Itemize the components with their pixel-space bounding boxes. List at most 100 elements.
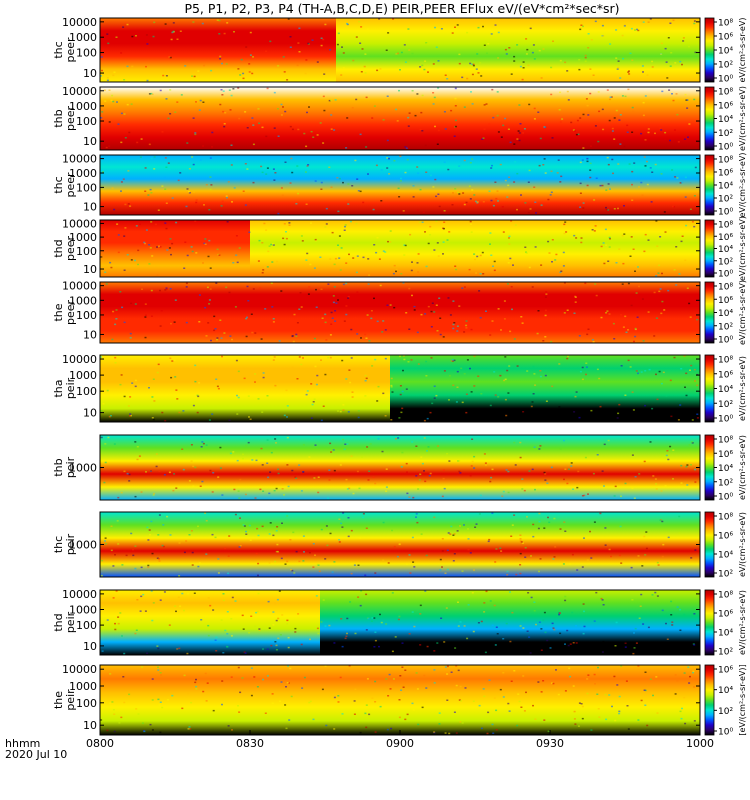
panel-ylabel-probe: thd: [52, 613, 65, 631]
x-tick-label: 0800: [86, 737, 114, 750]
panel-tha-peir: tha peir 10000 1000 100 10 10⁸ 10⁶ 10⁴ 10² 10⁰ eV/(…: [52, 353, 747, 424]
colorbar-tick-label: 10⁴: [718, 309, 733, 319]
y-tick-label: 10: [83, 263, 97, 276]
y-tick-label: 1000: [69, 231, 97, 244]
colorbar-tick-label: 10²: [718, 707, 733, 717]
spectrogram-image: [100, 435, 700, 500]
colorbar-tick-label: 10⁶: [718, 610, 733, 620]
panel-ylabel-probe: thd: [52, 239, 65, 257]
panel-ylabel-probe: the: [52, 303, 65, 321]
y-tick-label: 10000: [62, 588, 97, 601]
y-tick-label: 10000: [62, 85, 97, 98]
colorbar-tick-label: 10⁴: [718, 629, 733, 639]
colorbar: [704, 154, 715, 216]
colorbar-tick-label: 10²: [718, 129, 733, 139]
colorbar: [704, 86, 715, 151]
time-axis-label-date: 2020 Jul 10: [5, 748, 67, 761]
y-tick-label: 1000: [69, 294, 97, 307]
panel-ylabel-probe: thb: [52, 458, 65, 476]
panel-frame: [99, 17, 701, 83]
y-tick-label: 10000: [62, 353, 97, 366]
colorbar-tick-label: 10⁶: [718, 33, 733, 43]
colorbar-tick-label: 10²: [718, 648, 733, 658]
panel-ylabel-product: peer: [64, 236, 77, 262]
colorbar-tick-label: 10⁸: [718, 221, 733, 231]
colorbar-tick-label: 10⁶: [718, 370, 733, 380]
y-tick-label: 10000: [62, 153, 97, 166]
colorbar-label: [eV/(cm²-s-sr-eV)]: [738, 664, 747, 735]
y-tick-label: 10000: [62, 280, 97, 293]
y-tick-label: 100: [76, 245, 97, 258]
colorbar: [704, 589, 715, 656]
colorbar-tick-label: 10²: [718, 61, 733, 71]
y-tick-label: 10: [83, 328, 97, 341]
colorbar-tick-label: 10⁸: [718, 436, 733, 446]
colorbar-label: eV/(cm²-s-sr-eV): [738, 590, 747, 655]
colorbar-label: eV/(cm²-s-sr-eV): [738, 18, 747, 83]
y-tick-label: 10: [83, 67, 97, 80]
y-tick-label: 10: [83, 407, 97, 420]
spectrogram-texture: [100, 435, 697, 499]
panel-thd-peir: thd peir 10000 1000 100 10 10⁸ 10⁶ 10⁴ 10² eV/(cm²…: [52, 588, 747, 658]
spectrogram-image: [100, 282, 700, 343]
colorbar-tick-label: 10⁶: [718, 233, 733, 243]
colorbar-tick-label: 10⁴: [718, 464, 733, 474]
y-tick-label: 10: [83, 640, 97, 653]
colorbar-tick-label: 10⁶: [718, 169, 733, 179]
panel-ylabel-product: peir: [64, 456, 77, 478]
colorbar-tick-label: 10²: [718, 195, 733, 205]
colorbar-tick-label: 10²: [718, 322, 733, 332]
colorbar-tick-label: 10⁰: [718, 270, 733, 280]
time-axis-label-format: hhmm: [5, 737, 40, 750]
panel-ylabel-product: peer: [64, 106, 77, 132]
colorbar-tick-label: 10⁸: [718, 156, 733, 166]
spectrogram-texture: [100, 87, 696, 149]
y-tick-label: 1000: [69, 462, 97, 475]
spectrogram-image-late: [336, 18, 700, 82]
y-tick-label: 10: [83, 719, 97, 732]
colorbar: [704, 434, 715, 501]
panel-frame: [99, 219, 701, 278]
colorbar-tick-label: 10⁰: [718, 336, 733, 346]
colorbar-tick-label: 10⁶: [718, 296, 733, 306]
colorbar-label: eV/(cm²-s-sr-eV): [738, 280, 747, 345]
colorbar: [704, 281, 715, 344]
y-tick-label: 100: [76, 181, 97, 194]
colorbar-tick-label: 10⁰: [718, 143, 733, 153]
panel-ylabel-probe: thc: [52, 41, 65, 58]
colorbar-tick-label: 10²: [718, 400, 733, 410]
colorbar-tick-label: 10⁶: [718, 532, 733, 542]
colorbar-tick-label: 10⁸: [718, 513, 733, 523]
colorbar-tick-label: 10⁶: [718, 450, 733, 460]
x-tick-label: 0830: [236, 737, 264, 750]
colorbar-tick-label: 10⁸: [718, 356, 733, 366]
y-tick-label: 100: [76, 115, 97, 128]
colorbar-tick-label: 10⁸: [718, 591, 733, 601]
colorbar-tick-label: 10⁴: [718, 551, 733, 561]
y-tick-label: 10000: [62, 663, 97, 676]
x-tick-label: 0900: [386, 737, 414, 750]
y-tick-label: 10000: [62, 16, 97, 29]
y-tick-label: 1000: [69, 100, 97, 113]
panel-thb-peer: thb peer 10000 1000 100 10 10⁸ 10⁶ 10⁴ 10² 10⁰ eV/(…: [52, 85, 747, 153]
panel-ylabel-probe: thc: [52, 536, 65, 553]
colorbar-tick-label: 10⁴: [718, 686, 733, 696]
panel-ylabel-product: peir: [64, 377, 77, 399]
colorbar-label: eV/(cm²-s-sr-eV): [738, 435, 747, 500]
spectrogram-texture: [100, 18, 697, 82]
colorbar-label: eV/(cm²-s-sr-eV): [738, 86, 747, 151]
colorbar-tick-label: 10²: [718, 478, 733, 488]
y-tick-label: 1000: [69, 539, 97, 552]
colorbar-label: eV/(cm²-s-sr-eV): [738, 512, 747, 577]
spectrogram-texture: [100, 512, 699, 577]
y-tick-label: 100: [76, 619, 97, 632]
y-tick-label: 1000: [69, 680, 97, 693]
colorbar-tick-label: 10⁴: [718, 385, 733, 395]
colorbar-tick-label: 10⁴: [718, 245, 733, 255]
panel-ylabel-probe: thc: [52, 176, 65, 193]
